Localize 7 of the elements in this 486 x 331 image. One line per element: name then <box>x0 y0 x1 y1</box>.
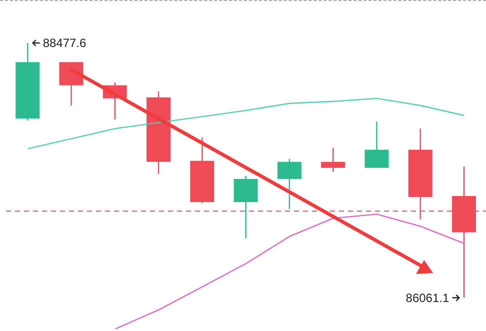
candlestick <box>59 62 84 106</box>
candlestick <box>234 175 258 239</box>
candlestick <box>364 120 389 168</box>
candlestick <box>321 147 346 172</box>
candlestick <box>277 158 302 210</box>
annotation: 86061.1 <box>406 290 450 305</box>
annotation: 88477.6 <box>42 36 87 50</box>
